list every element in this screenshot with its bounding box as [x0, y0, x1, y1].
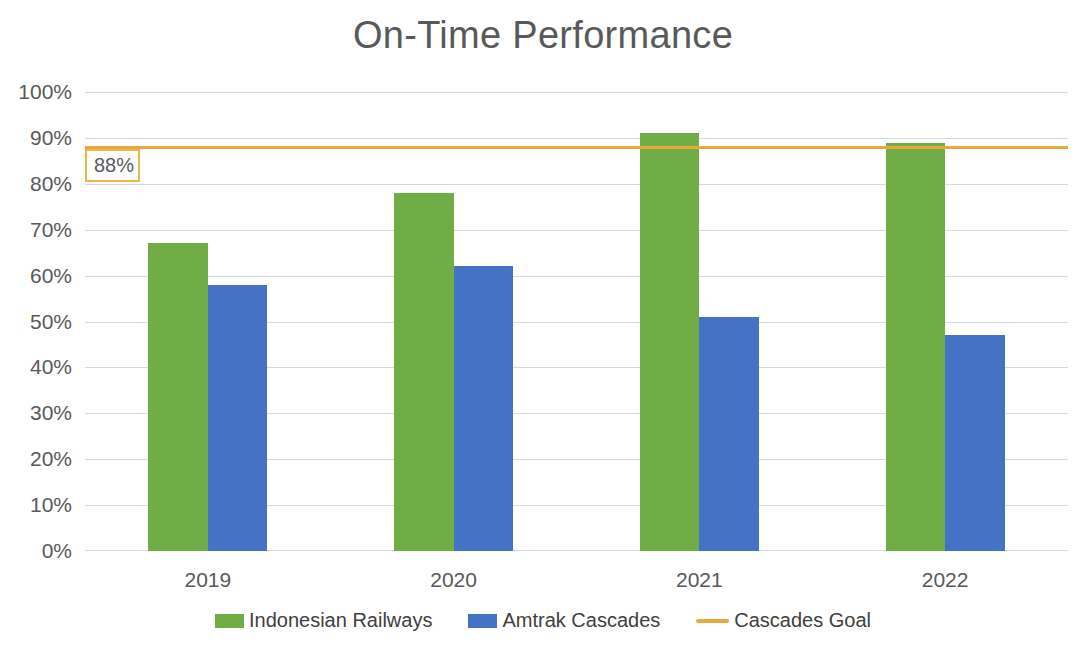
legend-item-indonesian-railways: Indonesian Railways [215, 609, 432, 632]
y-axis-tick-label: 70% [0, 218, 72, 242]
gridline [85, 92, 1068, 93]
chart-title: On-Time Performance [0, 14, 1086, 57]
legend-label: Indonesian Railways [249, 609, 432, 632]
legend-swatch-indonesian-railways [215, 614, 244, 628]
bar-amtrak-cascades-2021 [699, 317, 759, 551]
y-axis-tick-label: 100% [0, 80, 72, 104]
goal-line [85, 146, 1068, 149]
legend: Indonesian Railways Amtrak Cascades Cascad… [0, 609, 1086, 632]
goal-value-label: 88% [85, 149, 140, 182]
on-time-performance-chart: On-Time Performance 88% Indonesian Railw… [0, 0, 1086, 651]
legend-label: Cascades Goal [734, 609, 871, 632]
y-axis-tick-label: 80% [0, 172, 72, 196]
y-axis-tick-label: 10% [0, 493, 72, 517]
legend-swatch-amtrak-cascades [468, 614, 497, 628]
bar-indonesian-railways-2022 [886, 143, 946, 552]
legend-item-amtrak-cascades: Amtrak Cascades [468, 609, 660, 632]
y-axis-tick-label: 60% [0, 264, 72, 288]
bar-amtrak-cascades-2022 [945, 335, 1005, 551]
legend-label: Amtrak Cascades [502, 609, 660, 632]
y-axis-tick-label: 0% [0, 539, 72, 563]
x-axis-label-2022: 2022 [895, 568, 995, 592]
legend-swatch-cascades-goal [696, 619, 729, 623]
y-axis-tick-label: 30% [0, 401, 72, 425]
bar-indonesian-railways-2021 [640, 133, 700, 551]
bar-amtrak-cascades-2020 [454, 266, 514, 551]
y-axis-tick-label: 90% [0, 126, 72, 150]
bar-amtrak-cascades-2019 [208, 285, 268, 551]
x-axis-label-2019: 2019 [158, 568, 258, 592]
y-axis-tick-label: 50% [0, 310, 72, 334]
bar-indonesian-railways-2020 [394, 193, 454, 551]
y-axis-tick-label: 40% [0, 355, 72, 379]
bar-indonesian-railways-2019 [148, 243, 208, 551]
y-axis-tick-label: 20% [0, 447, 72, 471]
gridline [85, 138, 1068, 139]
x-axis-label-2020: 2020 [404, 568, 504, 592]
legend-item-cascades-goal: Cascades Goal [696, 609, 871, 632]
x-axis-label-2021: 2021 [649, 568, 749, 592]
plot-area: 88% [85, 92, 1068, 551]
